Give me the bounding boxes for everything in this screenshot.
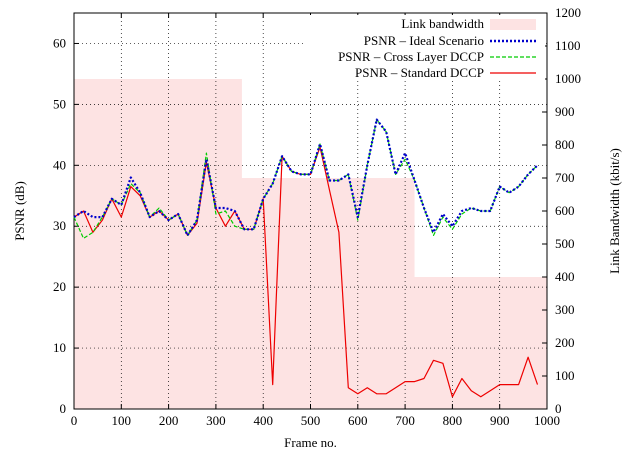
- bandwidth-area: [74, 79, 547, 409]
- y2-tick-label: 800: [555, 137, 575, 152]
- y2-tick-label: 400: [555, 269, 575, 284]
- y-tick-label: 40: [53, 157, 66, 172]
- x-axis-label: Frame no.: [284, 435, 337, 450]
- y-tick-label: 50: [53, 96, 66, 111]
- y2-tick-label: 300: [555, 302, 575, 317]
- y2-axis-label: Link Bandwidth (kbit/s): [607, 148, 622, 274]
- x-tick-label: 100: [112, 413, 132, 428]
- y2-tick-label: 700: [555, 170, 575, 185]
- x-tick-label: 900: [490, 413, 510, 428]
- psnr-cross-layer-line: [73, 118, 538, 239]
- series-layer: [73, 118, 539, 398]
- y2-tick-label: 500: [555, 236, 575, 251]
- bandwidth-area-layer: [74, 79, 547, 409]
- x-tick-label: 200: [159, 413, 179, 428]
- x-tick-label: 600: [348, 413, 368, 428]
- y2-tick-label: 1000: [555, 71, 581, 86]
- psnr-ideal-line: [73, 118, 539, 237]
- y-axis-label: PSNR (dB): [12, 181, 27, 241]
- y2-tick-label: 900: [555, 104, 575, 119]
- x-tick-label: 1000: [534, 413, 560, 428]
- y2-tick-label: 600: [555, 203, 575, 218]
- x-tick-label: 800: [443, 413, 463, 428]
- axes-layer: 0 100 200 300 400 500 600 700 800 900 100001020304…: [53, 5, 581, 428]
- x-tick-label: 0: [71, 413, 78, 428]
- legend-label-ideal: PSNR – Ideal Scenario: [364, 33, 484, 48]
- y-tick-label: 10: [53, 340, 66, 355]
- y-tick-label: 30: [53, 218, 66, 233]
- y-tick-label: 20: [53, 279, 66, 294]
- y-tick-label: 0: [60, 401, 67, 416]
- legend: Link bandwidth PSNR – Ideal Scenario PSN…: [306, 15, 545, 81]
- x-tick-label: 500: [301, 413, 321, 428]
- legend-label-bandwidth: Link bandwidth: [401, 16, 484, 31]
- y2-tick-label: 1200: [555, 5, 581, 20]
- x-tick-label: 400: [253, 413, 273, 428]
- legend-label-standard: PSNR – Standard DCCP: [355, 65, 484, 80]
- y2-tick-label: 1100: [555, 38, 581, 53]
- legend-label-cross-layer: PSNR – Cross Layer DCCP: [338, 49, 484, 64]
- psnr-standard-line: [73, 146, 539, 398]
- y2-tick-label: 200: [555, 335, 575, 350]
- legend-swatch-bandwidth: [490, 19, 536, 30]
- x-tick-label: 700: [395, 413, 415, 428]
- y2-tick-label: 0: [555, 401, 562, 416]
- y-tick-label: 60: [53, 35, 66, 50]
- x-tick-label: 300: [206, 413, 226, 428]
- y2-tick-label: 100: [555, 368, 575, 383]
